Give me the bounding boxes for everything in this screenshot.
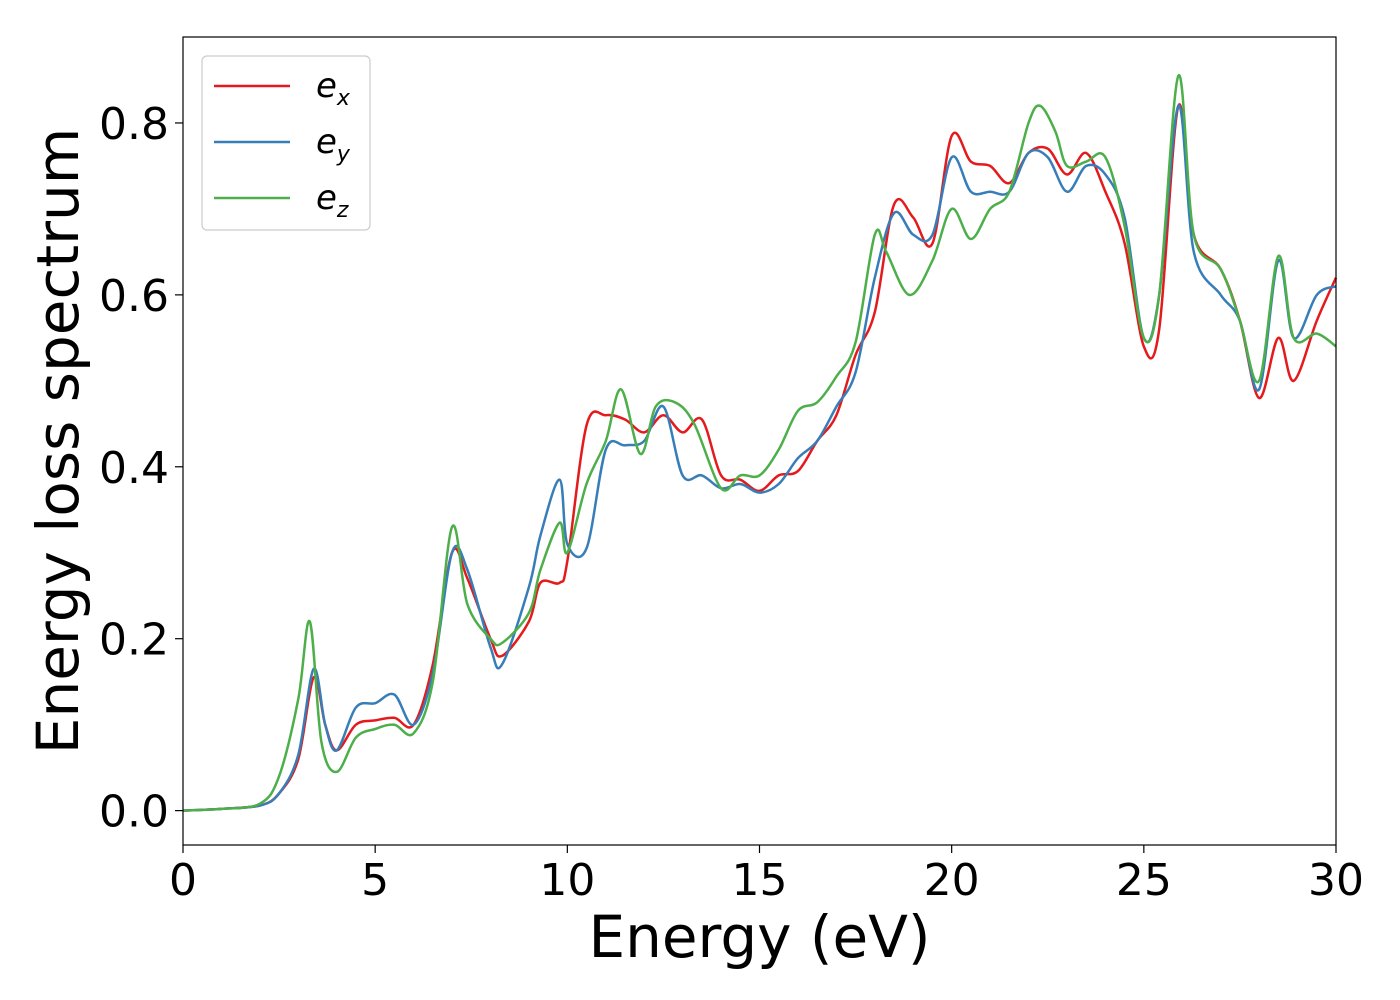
y-tick-label: 0.2 [99,615,169,666]
x-axis-title: Energy (eV) [588,903,930,971]
legend-label-subscript: z [336,198,349,223]
y-tick-label: 0.6 [99,271,169,322]
x-tick-label: 15 [732,855,788,906]
legend-label-subscript: y [336,142,351,167]
y-tick-label: 0.0 [99,787,169,838]
legend-label-subscript: x [336,86,351,111]
legend-label-x: ex [316,66,351,111]
series-line-x [182,103,1338,812]
y-tick-label: 0.8 [99,99,169,150]
y-axis-title: Energy loss spectrum [24,128,92,754]
x-tick-label: 5 [361,855,389,906]
x-tick-label: 20 [924,855,980,906]
x-tick-label: 0 [169,855,197,906]
plot-background [183,37,1336,845]
x-tick-label: 10 [539,855,595,906]
y-axis-ticks: 0.0 0.2 0.4 0.6 0.8 [99,99,183,838]
x-tick-label: 25 [1116,855,1172,906]
legend-label-z: ez [316,178,349,223]
legend-label-base: e [316,66,337,106]
series-lines [182,74,1338,812]
legend-label-base: e [316,178,337,218]
legend-label-y: ey [316,122,351,167]
x-axis-ticks: 0 5 10 15 20 25 30 [169,845,1364,906]
y-tick-label: 0.4 [99,443,169,494]
series-line-z [182,74,1337,812]
x-tick-label: 30 [1308,855,1364,906]
legend-label-base: e [316,122,337,162]
